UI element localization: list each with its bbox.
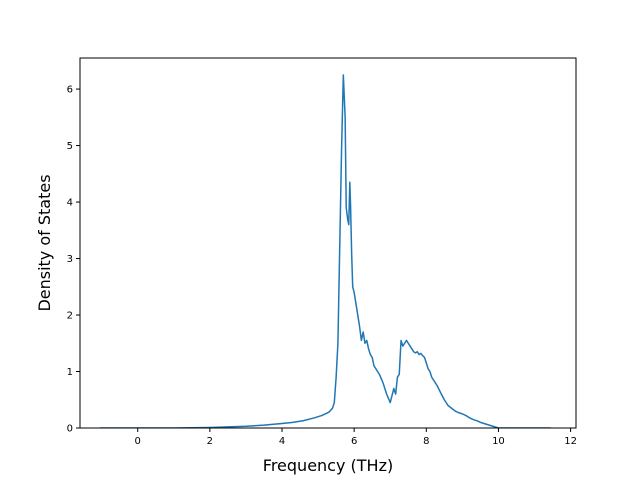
series-layer xyxy=(99,74,551,428)
x-tick-label: 8 xyxy=(423,436,429,447)
x-tick-label: 6 xyxy=(351,436,357,447)
plot-frame xyxy=(79,57,577,429)
x-tick-label: 10 xyxy=(492,436,505,447)
y-tick-label: 5 xyxy=(67,141,73,152)
x-tick-label: 0 xyxy=(135,436,141,447)
x-tick-label: 2 xyxy=(207,436,213,447)
x-axis-ticks: 0 2 4 6 8 10 12 xyxy=(135,428,577,447)
y-tick-label: 3 xyxy=(67,254,73,265)
dos-series-line xyxy=(99,74,551,428)
x-axis-label: Frequency (THz) xyxy=(263,456,393,475)
y-tick-label: 6 xyxy=(67,85,73,96)
y-tick-label: 1 xyxy=(67,367,73,378)
x-tick-label: 12 xyxy=(564,436,577,447)
y-axis-ticks: 0 1 2 3 4 5 6 xyxy=(67,85,80,435)
y-tick-label: 2 xyxy=(67,311,73,322)
x-tick-label: 4 xyxy=(279,436,285,447)
y-tick-label: 4 xyxy=(67,198,73,209)
y-axis-label: Density of States xyxy=(35,174,54,311)
y-tick-label: 0 xyxy=(67,424,73,435)
plot-area xyxy=(79,57,577,429)
